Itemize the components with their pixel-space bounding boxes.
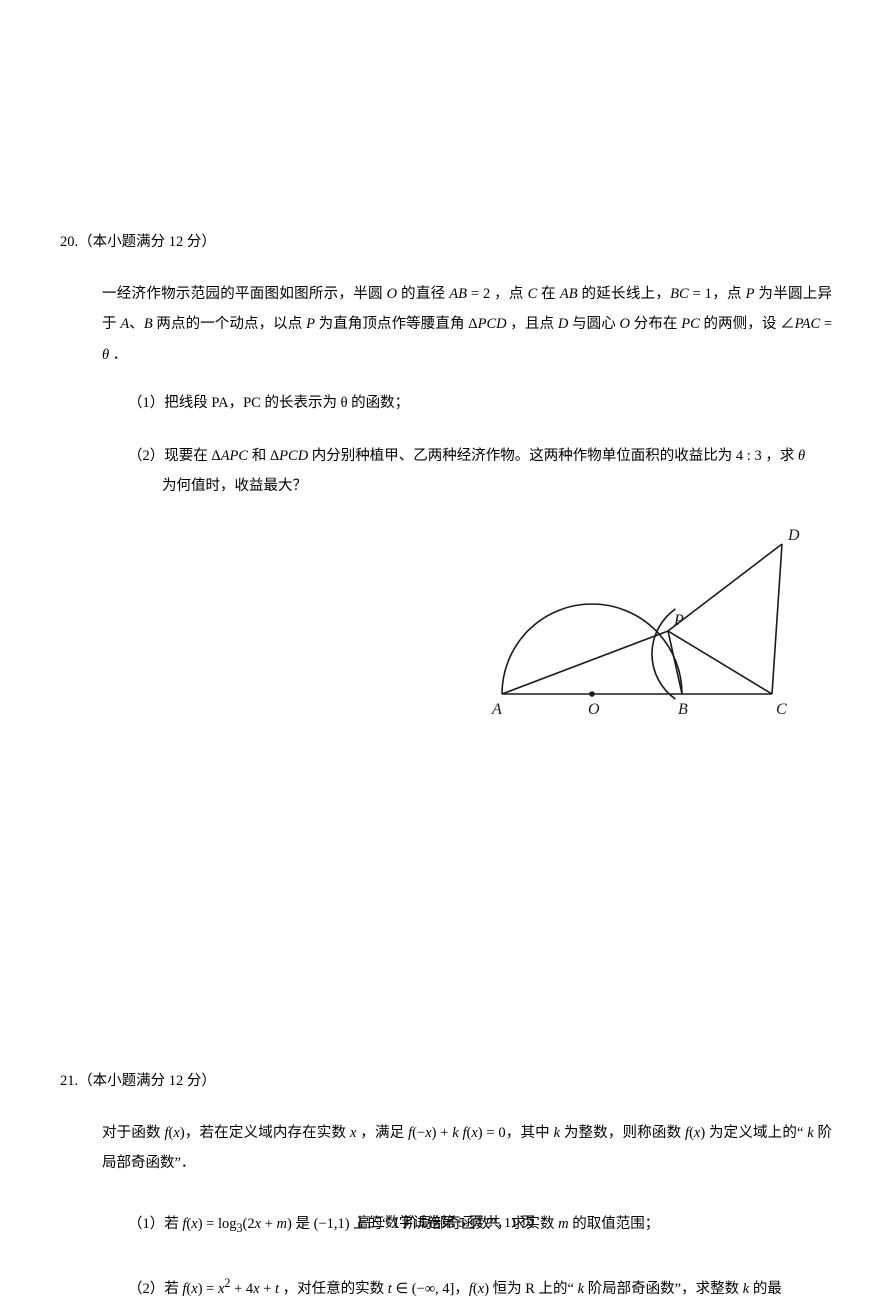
page-footer: 高三数学试卷第 5 页 共 11 页 (0, 1212, 892, 1232)
svg-text:O: O (588, 701, 600, 718)
problem-21: 21.（本小题满分 12 分） 对于函数 f(x)，若在定义域内存在实数 x ，… (60, 1069, 832, 1304)
svg-text:B: B (678, 701, 688, 718)
svg-text:D: D (787, 527, 800, 544)
problem-20-part1: （1）把线段 PA，PC 的长表示为 θ 的函数； (102, 388, 832, 418)
problem-20-header: 20.（本小题满分 12 分） (60, 230, 832, 251)
svg-text:C: C (776, 701, 787, 718)
problem-20-part2-line1: （2）现要在 ΔAPC 和 ΔPCD 内分别种植甲、乙两种经济作物。这两种作物单… (102, 441, 832, 471)
problem-21-header: 21.（本小题满分 12 分） (60, 1069, 832, 1090)
problem-21-intro: 对于函数 f(x)，若在定义域内存在实数 x ，满足 f(−x) + k f(x… (102, 1118, 832, 1179)
problem-20-body: 一经济作物示范园的平面图如图所示，半圆 O 的直径 AB = 2 ，点 C 在 … (60, 279, 832, 729)
vertical-gap (60, 769, 832, 1049)
problem-21-body: 对于函数 f(x)，若在定义域内存在实数 x ，满足 f(−x) + k f(x… (60, 1118, 832, 1304)
problem-20-diagram-wrap: A O B C P D (102, 524, 832, 729)
svg-text:A: A (491, 701, 502, 718)
geometry-diagram: A O B C P D (482, 524, 802, 724)
svg-text:P: P (673, 612, 684, 629)
problem-20: 20.（本小题满分 12 分） 一经济作物示范园的平面图如图所示，半圆 O 的直… (60, 230, 832, 729)
problem-21-part2: （2）若 f(x) = x2 + 4x + t ，对任意的实数 t ∈ (−∞,… (102, 1271, 832, 1304)
problem-20-part2-line2: 为何值时，收益最大？ (102, 471, 832, 501)
problem-20-intro: 一经济作物示范园的平面图如图所示，半圆 O 的直径 AB = 2 ，点 C 在 … (102, 279, 832, 370)
